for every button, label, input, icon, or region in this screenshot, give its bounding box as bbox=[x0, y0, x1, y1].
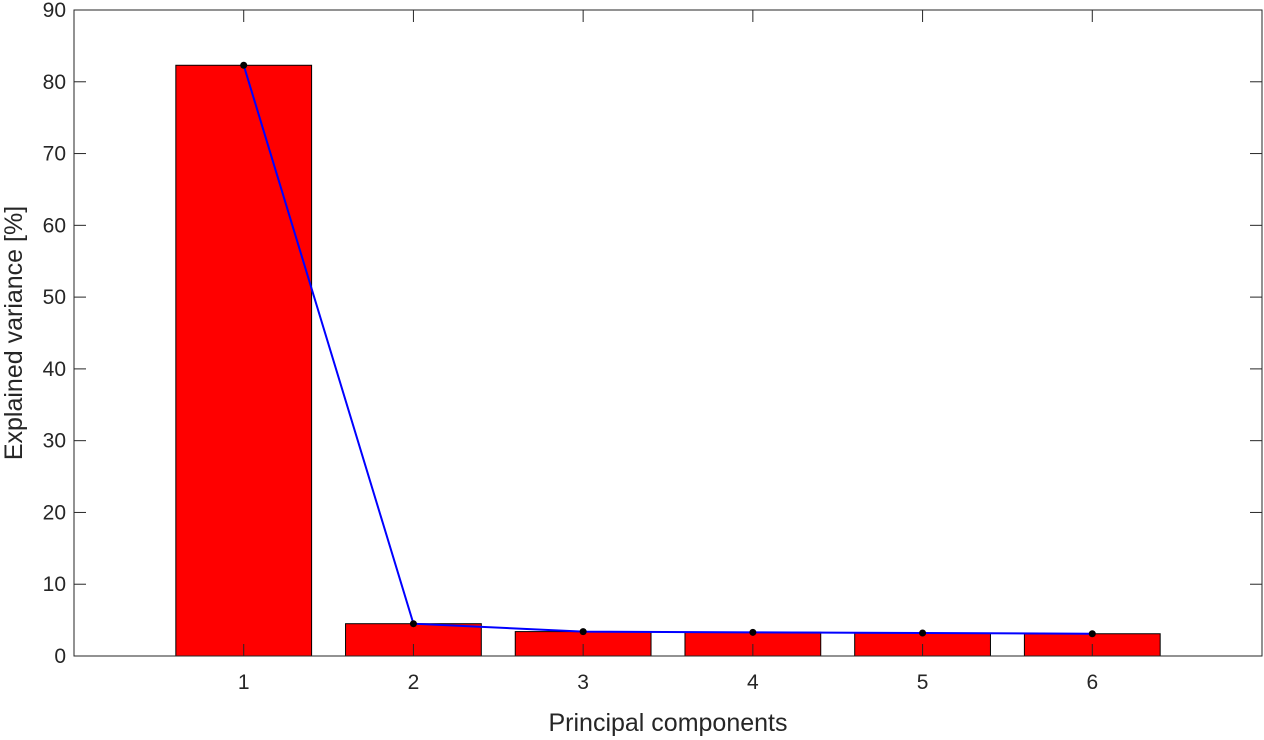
y-tick-label-0: 0 bbox=[54, 645, 66, 668]
marker-4 bbox=[749, 628, 757, 636]
y-tick-label-70: 70 bbox=[43, 143, 66, 166]
y-tick-label-80: 80 bbox=[43, 71, 66, 94]
y-tick-label-40: 40 bbox=[43, 358, 66, 381]
marker-2 bbox=[409, 620, 417, 628]
x-tick-label-4: 4 bbox=[747, 671, 759, 694]
y-tick-label-50: 50 bbox=[43, 286, 66, 309]
marker-6 bbox=[1088, 630, 1096, 638]
x-tick-label-1: 1 bbox=[238, 671, 250, 694]
y-tick-label-90: 90 bbox=[43, 0, 66, 22]
x-axis-label: Principal components bbox=[548, 709, 787, 737]
y-tick-label-20: 20 bbox=[43, 501, 66, 524]
bar-1 bbox=[175, 64, 313, 657]
y-tick-label-60: 60 bbox=[43, 214, 66, 237]
marker-5 bbox=[919, 629, 927, 637]
cumulative-line bbox=[242, 64, 1093, 635]
axes-box bbox=[73, 9, 1263, 657]
plot-area: 0 10 20 30 40 50 60 70 80 90 1 2 3 4 5 6 bbox=[43, 0, 1263, 694]
x-tick-label-2: 2 bbox=[408, 671, 420, 694]
x-tick-label-5: 5 bbox=[917, 671, 929, 694]
y-tick-label-30: 30 bbox=[43, 430, 66, 453]
marker-1 bbox=[240, 61, 248, 69]
marker-3 bbox=[579, 628, 587, 636]
x-tick-label-3: 3 bbox=[577, 671, 589, 694]
x-tick-label-6: 6 bbox=[1086, 671, 1098, 694]
y-axis-label: Explained variance [%] bbox=[0, 206, 28, 460]
y-tick-label-10: 10 bbox=[43, 573, 66, 596]
